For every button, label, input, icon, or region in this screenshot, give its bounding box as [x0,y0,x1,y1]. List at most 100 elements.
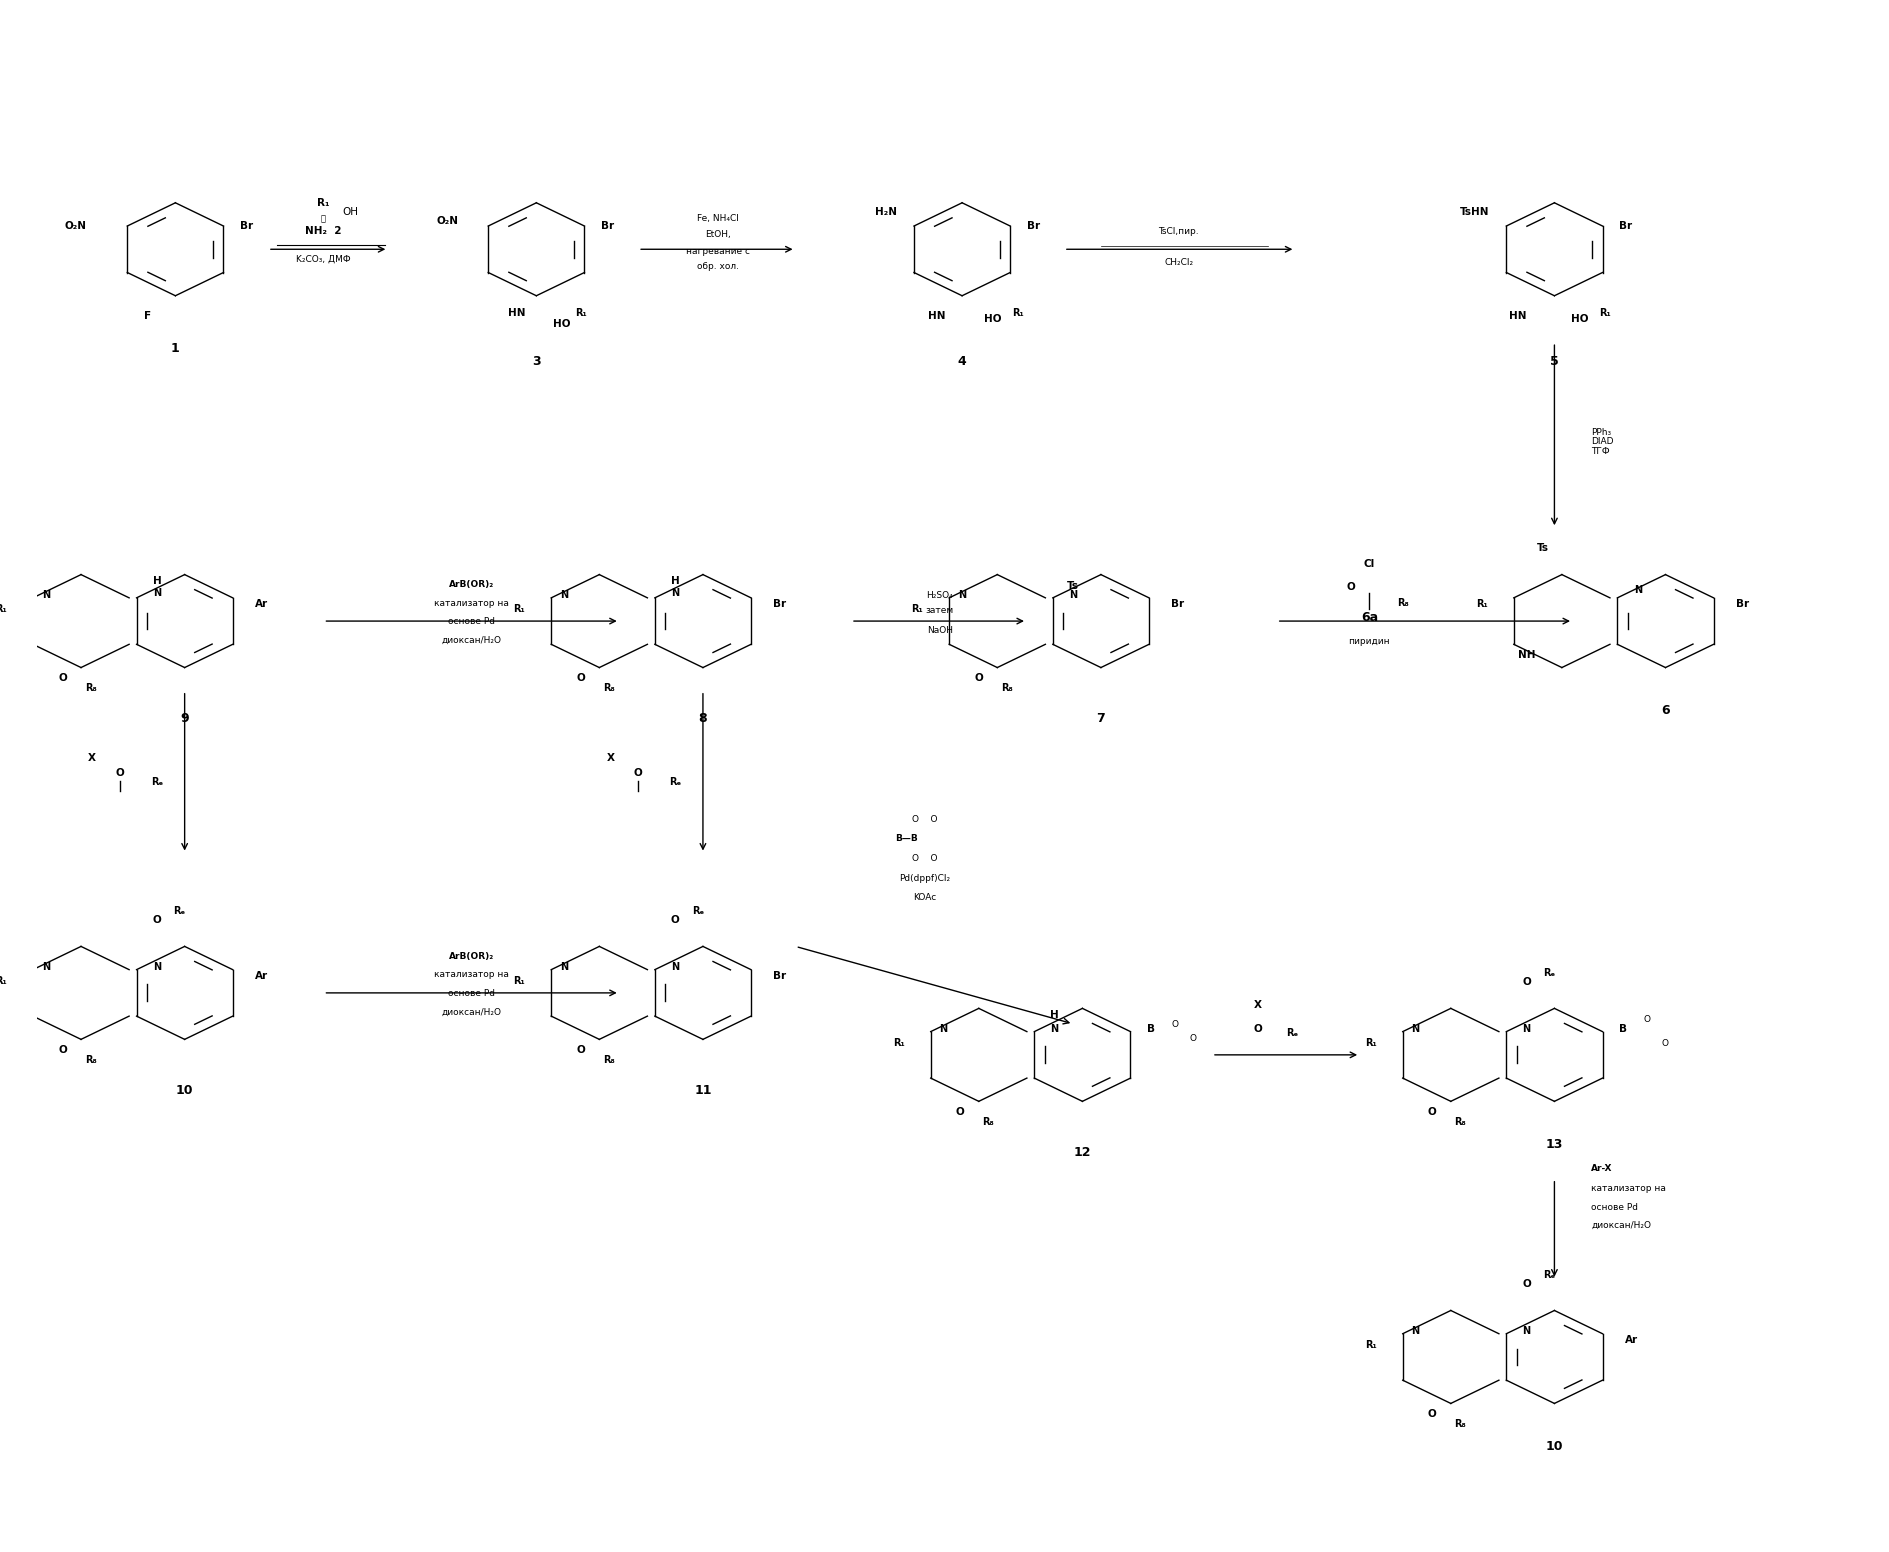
Text: R₈: R₈ [1001,683,1013,692]
Text: CH₂Cl₂: CH₂Cl₂ [1164,258,1194,267]
Text: O: O [1523,1279,1530,1290]
Text: R₁: R₁ [514,976,525,986]
Text: Rₑ: Rₑ [174,906,185,916]
Text: 1: 1 [172,343,179,355]
Text: R₈: R₈ [982,1116,994,1127]
Text: HO: HO [553,320,570,329]
Text: 10: 10 [176,1083,193,1097]
Text: K₂CO₃, ДМФ: K₂CO₃, ДМФ [297,255,351,264]
Text: HN: HN [1509,312,1526,321]
Text: O: O [1171,1020,1179,1029]
Text: O: O [975,674,982,683]
Text: R₈: R₈ [85,683,96,692]
Text: N: N [671,962,680,972]
Text: затем: затем [926,607,954,615]
Text: диоксан/H₂O: диоксан/H₂O [1591,1221,1651,1231]
Text: O    O: O O [912,815,937,824]
Text: Rₑ: Rₑ [1543,1270,1555,1280]
Text: Br: Br [1171,599,1184,608]
Text: R₁: R₁ [1598,309,1611,318]
Text: R₁: R₁ [576,309,587,318]
Text: Ts: Ts [1538,543,1549,554]
Text: обр. хол.: обр. хол. [697,262,739,272]
Text: O: O [576,1046,586,1055]
Text: R₁: R₁ [317,199,331,208]
Text: R₁: R₁ [0,604,8,613]
Text: Rₑ: Rₑ [669,778,682,787]
Text: Rₑ: Rₑ [691,906,705,916]
Text: H: H [1050,1010,1060,1020]
Text: Ar: Ar [1625,1335,1638,1346]
Text: X: X [606,753,614,762]
Text: R₁: R₁ [1366,1339,1377,1350]
Text: ArB(OR)₂: ArB(OR)₂ [450,580,495,590]
Text: HO: HO [1572,315,1589,324]
Text: 10: 10 [1545,1440,1564,1453]
Text: 4: 4 [958,354,967,368]
Text: Rₑ: Rₑ [1543,968,1555,978]
Text: N: N [1050,1024,1058,1034]
Text: N: N [1069,590,1077,599]
Text: O: O [1662,1038,1668,1048]
Text: диоксан/H₂O: диоксан/H₂O [442,1007,502,1017]
Text: N: N [671,588,680,598]
Text: основе Pd: основе Pd [1591,1203,1638,1212]
Text: R₈: R₈ [603,1055,614,1065]
Text: N: N [42,590,49,599]
Text: O: O [1523,978,1530,987]
Text: Br: Br [601,220,614,231]
Text: N: N [958,590,965,599]
Text: диоксан/H₂O: диоксан/H₂O [442,636,502,644]
Text: O: O [59,674,66,683]
Text: X: X [1254,1001,1262,1010]
Text: Pd(dppf)Cl₂: Pd(dppf)Cl₂ [899,874,950,883]
Text: катализатор на: катализатор на [434,970,508,979]
Text: N: N [153,588,161,598]
Text: Br: Br [1736,599,1749,608]
Text: Rₑ: Rₑ [1286,1029,1298,1038]
Text: пиридин: пиридин [1349,638,1390,646]
Text: ⌒: ⌒ [321,214,327,223]
Text: N: N [1411,1024,1421,1034]
Text: H₂N: H₂N [875,206,897,217]
Text: основе Pd: основе Pd [448,618,495,625]
Text: Ar: Ar [255,599,268,608]
Text: 12: 12 [1073,1145,1092,1158]
Text: Fe, NH₄Cl: Fe, NH₄Cl [697,214,739,223]
Text: Ts: Ts [1067,580,1079,591]
Text: TsHN: TsHN [1460,206,1490,217]
Text: 3: 3 [533,354,540,368]
Text: 7: 7 [1096,712,1105,725]
Text: B: B [1147,1024,1156,1034]
Text: R₈: R₈ [603,683,614,692]
Text: N: N [559,962,569,972]
Text: O: O [153,916,161,925]
Text: NH: NH [1519,650,1536,660]
Text: Br: Br [773,972,786,981]
Text: DIAD: DIAD [1591,438,1613,447]
Text: B: B [1619,1024,1626,1034]
Text: F: F [144,312,151,321]
Text: ArB(OR)₂: ArB(OR)₂ [450,951,495,961]
Text: N: N [1634,585,1642,594]
Text: 6: 6 [1660,705,1670,717]
Text: N: N [42,962,49,972]
Text: N: N [1523,1325,1530,1336]
Text: 11: 11 [693,1083,712,1097]
Text: O: O [115,768,125,778]
Text: O: O [576,674,586,683]
Text: N: N [1523,1024,1530,1034]
Text: TsCl,пир.: TsCl,пир. [1158,227,1200,236]
Text: PPh₃: PPh₃ [1591,428,1611,438]
Text: R₈: R₈ [1398,598,1409,607]
Text: HO: HO [984,315,1001,324]
Text: ТГФ: ТГФ [1591,447,1609,456]
Text: R₁: R₁ [893,1038,905,1048]
Text: O: O [1643,1015,1651,1024]
Text: R₁: R₁ [514,604,525,613]
Text: R₁: R₁ [1366,1038,1377,1048]
Text: Ar-X: Ar-X [1591,1164,1613,1173]
Text: основе Pd: основе Pd [448,989,495,998]
Text: Br: Br [1028,220,1041,231]
Text: KOAc: KOAc [914,892,937,902]
